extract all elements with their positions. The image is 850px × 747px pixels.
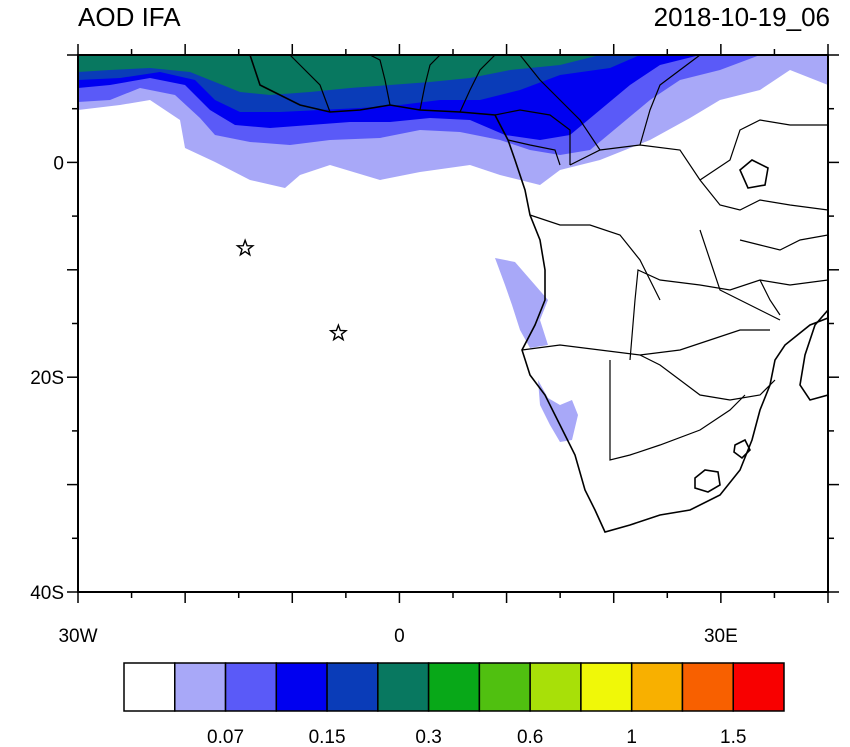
star-marker: [235, 238, 255, 257]
colorbar-label: 0.15: [309, 727, 346, 747]
markers: [235, 238, 348, 342]
map-timestamp: 2018-10-19_06: [653, 2, 830, 32]
colorbar-swatch: [478, 662, 531, 712]
country-border: [639, 55, 701, 146]
swaziland-border: [733, 438, 751, 460]
y-tick-label: 0: [53, 153, 64, 174]
aod-contour-low: [495, 258, 548, 348]
colorbar-label: 0.3: [415, 727, 441, 747]
country-border: [629, 269, 828, 361]
country-border: [699, 119, 828, 181]
country-border: [289, 55, 331, 113]
x-tick-label: 0: [394, 626, 405, 647]
colorbar: 0.07 0.15 0.3 0.6 1 1.5: [123, 662, 785, 747]
africa-coastline: [249, 55, 828, 533]
country-border: [759, 279, 781, 316]
lesotho-border: [694, 469, 721, 493]
country-border: [521, 329, 770, 356]
colorbar-swatch: [630, 662, 684, 712]
axis-tick-labels: 30W 0 30E 0 20S 40S: [30, 153, 738, 647]
country-border: [507, 139, 561, 166]
colorbar-swatch: [732, 662, 785, 712]
country-border: [699, 229, 781, 321]
colorbar-swatch: [326, 662, 379, 712]
colorbar-swatch: [224, 662, 278, 712]
lake-victoria: [739, 159, 769, 189]
colorbar-label: 1.5: [720, 727, 746, 747]
country-border: [529, 214, 661, 301]
map-title: AOD IFA: [78, 2, 181, 32]
x-tick-label: 30W: [58, 626, 97, 647]
aod-field: [78, 55, 828, 442]
colorbar-swatch: [580, 662, 633, 712]
colorbar-label: 1: [626, 727, 637, 747]
aod-contour-low: [538, 380, 578, 442]
coastlines: [249, 55, 828, 533]
country-border: [519, 55, 601, 151]
axis-ticks: [67, 44, 839, 603]
colorbar-swatch: [123, 662, 176, 712]
y-tick-label: 40S: [30, 583, 64, 604]
x-tick-label: 30E: [704, 626, 738, 647]
country-border: [494, 109, 571, 165]
star-marker: [328, 323, 348, 342]
colorbar-swatch: [427, 662, 481, 712]
colorbar-label: 0.6: [517, 727, 543, 747]
colorbar-swatch: [681, 662, 734, 712]
colorbar-swatch: [529, 662, 582, 712]
country-border: [739, 234, 828, 251]
colorbar-label: 0.07: [207, 727, 244, 747]
country-border: [419, 55, 441, 111]
country-borders: [289, 55, 828, 461]
aod-contour-peak: [78, 55, 600, 95]
country-border: [459, 55, 496, 113]
colorbar-swatch: [174, 662, 227, 712]
country-border: [609, 360, 746, 461]
country-border: [569, 144, 828, 211]
y-tick-label: 20S: [30, 368, 64, 389]
colorbar-swatch: [377, 662, 430, 712]
madagascar-coastline: [799, 309, 828, 401]
country-border: [639, 354, 776, 401]
colorbar-swatch: [275, 662, 328, 712]
country-border: [369, 55, 391, 106]
